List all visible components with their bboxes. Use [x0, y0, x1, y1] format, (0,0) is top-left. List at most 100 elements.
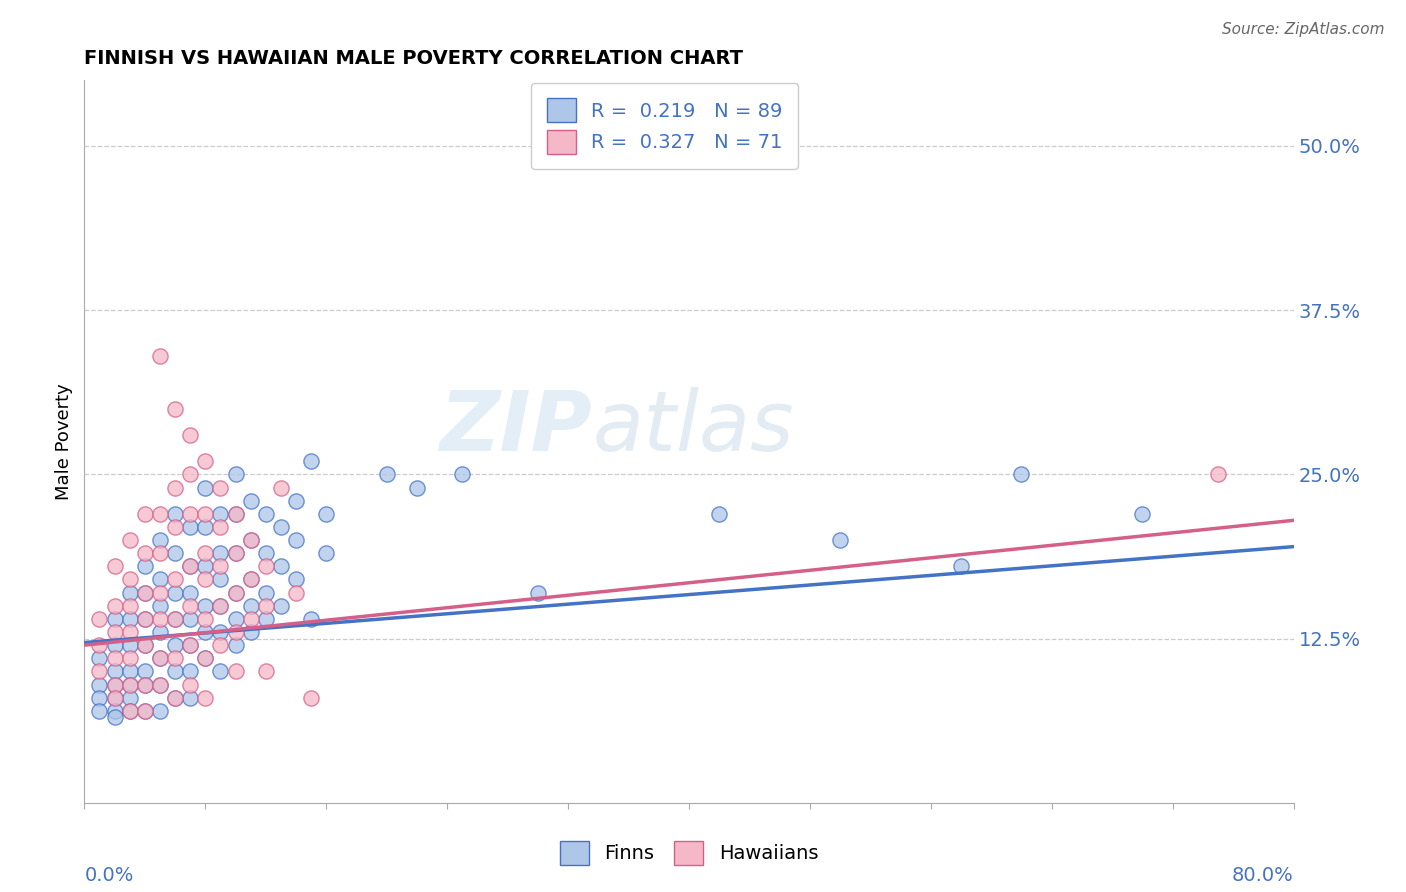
Point — [89, 704, 111, 718]
Point — [239, 573, 262, 587]
Point — [134, 704, 156, 718]
Point — [254, 612, 277, 626]
Point — [165, 401, 187, 416]
Point — [225, 612, 247, 626]
Text: Source: ZipAtlas.com: Source: ZipAtlas.com — [1222, 22, 1385, 37]
Point — [299, 612, 322, 626]
Point — [134, 677, 156, 691]
Point — [179, 585, 201, 599]
Point — [270, 520, 292, 534]
Point — [254, 665, 277, 679]
Point — [179, 559, 201, 574]
Point — [104, 690, 127, 705]
Point — [179, 665, 201, 679]
Point — [165, 612, 187, 626]
Text: FINNISH VS HAWAIIAN MALE POVERTY CORRELATION CHART: FINNISH VS HAWAIIAN MALE POVERTY CORRELA… — [84, 48, 744, 68]
Point — [270, 599, 292, 613]
Point — [89, 690, 111, 705]
Point — [149, 349, 172, 363]
Point — [209, 638, 232, 652]
Point — [239, 533, 262, 547]
Point — [165, 585, 187, 599]
Point — [149, 573, 172, 587]
Point — [165, 612, 187, 626]
Point — [165, 690, 187, 705]
Point — [165, 651, 187, 665]
Y-axis label: Male Poverty: Male Poverty — [55, 384, 73, 500]
Point — [149, 546, 172, 560]
Point — [118, 625, 141, 640]
Point — [194, 520, 217, 534]
Point — [165, 520, 187, 534]
Point — [134, 546, 156, 560]
Point — [118, 533, 141, 547]
Point — [527, 585, 550, 599]
Point — [194, 625, 217, 640]
Point — [89, 677, 111, 691]
Point — [254, 546, 277, 560]
Point — [179, 507, 201, 521]
Point — [118, 585, 141, 599]
Point — [179, 520, 201, 534]
Point — [118, 599, 141, 613]
Point — [149, 704, 172, 718]
Point — [194, 573, 217, 587]
Point — [104, 638, 127, 652]
Point — [709, 507, 731, 521]
Point — [270, 481, 292, 495]
Point — [194, 546, 217, 560]
Point — [104, 690, 127, 705]
Point — [118, 651, 141, 665]
Point — [104, 704, 127, 718]
Point — [830, 533, 852, 547]
Point — [149, 585, 172, 599]
Point — [299, 690, 322, 705]
Point — [134, 559, 156, 574]
Point — [239, 599, 262, 613]
Point — [149, 651, 172, 665]
Point — [179, 677, 201, 691]
Point — [118, 573, 141, 587]
Point — [165, 690, 187, 705]
Point — [89, 638, 111, 652]
Point — [104, 625, 127, 640]
Point — [254, 599, 277, 613]
Point — [285, 573, 308, 587]
Point — [254, 559, 277, 574]
Point — [118, 677, 141, 691]
Point — [104, 559, 127, 574]
Point — [406, 481, 429, 495]
Point — [209, 573, 232, 587]
Point — [194, 651, 217, 665]
Text: atlas: atlas — [592, 386, 794, 467]
Point — [134, 612, 156, 626]
Point — [315, 507, 337, 521]
Point — [225, 625, 247, 640]
Point — [239, 625, 262, 640]
Point — [299, 454, 322, 468]
Point — [149, 533, 172, 547]
Point — [209, 520, 232, 534]
Point — [315, 546, 337, 560]
Point — [118, 638, 141, 652]
Point — [225, 507, 247, 521]
Legend: Finns, Hawaiians: Finns, Hawaiians — [553, 833, 825, 872]
Point — [165, 665, 187, 679]
Point — [149, 507, 172, 521]
Point — [1011, 467, 1033, 482]
Point — [209, 507, 232, 521]
Point — [239, 573, 262, 587]
Point — [254, 585, 277, 599]
Point — [950, 559, 973, 574]
Point — [179, 612, 201, 626]
Text: 80.0%: 80.0% — [1232, 866, 1294, 885]
Point — [149, 599, 172, 613]
Point — [104, 677, 127, 691]
Point — [225, 665, 247, 679]
Point — [89, 665, 111, 679]
Point — [118, 704, 141, 718]
Point — [225, 638, 247, 652]
Point — [225, 546, 247, 560]
Point — [149, 677, 172, 691]
Point — [179, 690, 201, 705]
